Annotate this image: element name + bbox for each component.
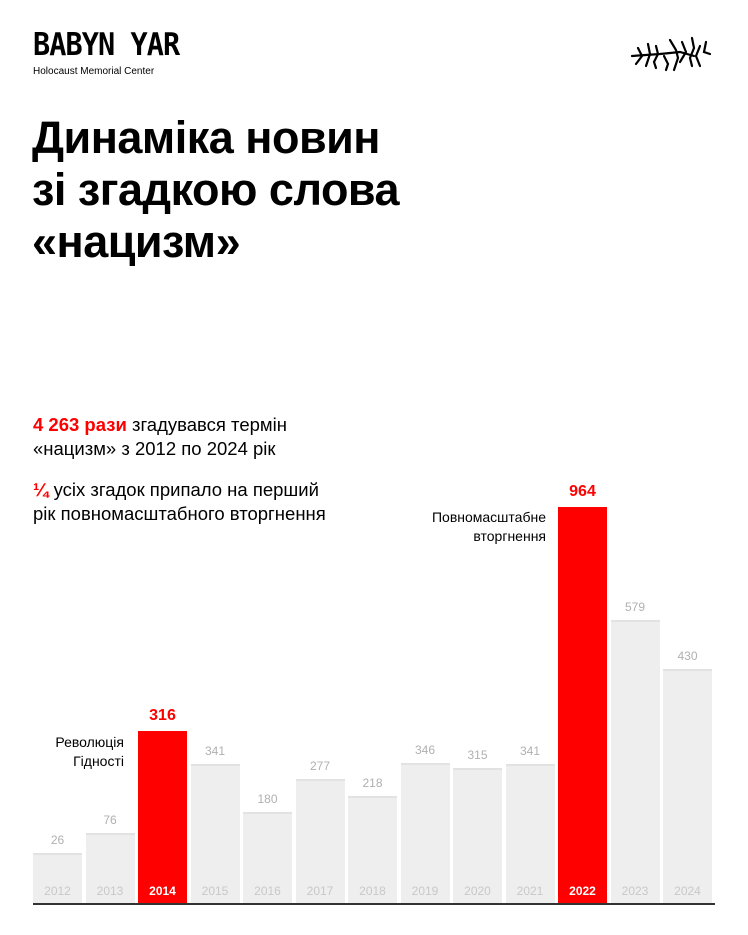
x-tick-label: 2015 — [201, 884, 229, 898]
x-tick-label: 2022 — [569, 884, 596, 898]
annotation-line: Повномасштабне — [431, 509, 546, 525]
stat-text: рік повномасштабного вторгнення — [33, 503, 326, 524]
bar-2017 — [295, 779, 345, 903]
data-label: 346 — [414, 743, 436, 757]
annotation-invasion: Повномасштабне вторгнення — [400, 508, 546, 546]
x-tick-label: 2019 — [411, 884, 439, 898]
bar-2013 — [85, 833, 135, 903]
x-tick-label: 2023 — [621, 884, 649, 898]
data-label: 430 — [677, 649, 698, 663]
title-line: Динаміка новин — [32, 112, 380, 163]
stat-total: 4 263 рази згадувався термін «нацизм» з … — [33, 413, 287, 461]
bar-2016 — [243, 812, 292, 903]
x-tick-label: 2018 — [359, 884, 386, 898]
bar-2014 — [138, 731, 187, 903]
data-label: 964 — [569, 483, 596, 500]
stat-quarter: ¼ усіх згадок припало на перший рік повн… — [33, 478, 326, 526]
data-label: 218 — [362, 776, 383, 790]
annotation-line: Гідності — [73, 753, 124, 769]
x-axis-line — [33, 903, 715, 905]
x-tick-label: 2014 — [149, 884, 176, 898]
bar-2024 — [663, 669, 712, 903]
data-label: 180 — [257, 792, 278, 806]
logo-subtitle: Holocaust Memorial Center — [33, 66, 155, 77]
stat-highlight: 4 263 рази — [33, 414, 127, 435]
data-label: 579 — [624, 600, 646, 614]
data-label: 315 — [467, 748, 488, 762]
logo: BABYN YAR — [33, 27, 180, 63]
page-title: Динаміка новин зі згадкою слова «нацизм» — [32, 112, 400, 268]
annotation-revolution: Революція Гідності — [30, 733, 124, 771]
x-tick-label: 2016 — [254, 884, 281, 898]
x-tick-label: 2024 — [674, 884, 701, 898]
bar-2018 — [348, 796, 397, 903]
stat-text: згадувався термін — [126, 414, 287, 435]
data-label: 316 — [149, 707, 176, 724]
bar-2015 — [190, 763, 240, 903]
stat-text: усіх згадок припало на перший — [48, 479, 319, 500]
stat-text: «нацизм» з 2012 по 2024 рік — [33, 438, 276, 459]
bar-2021 — [505, 763, 555, 903]
title-line: «нацизм» — [32, 216, 241, 267]
bar-2023 — [610, 620, 660, 903]
x-tick-label: 2017 — [306, 884, 334, 898]
data-label: 76 — [103, 813, 117, 827]
bar-2020 — [453, 768, 502, 903]
stat-highlight: ¼ — [33, 479, 49, 500]
data-label: 341 — [204, 743, 226, 758]
data-label: 26 — [50, 833, 65, 847]
bar-2019 — [400, 763, 450, 903]
x-tick-label: 2013 — [96, 884, 124, 898]
title-line: зі згадкою слова — [32, 164, 400, 215]
x-tick-label: 2020 — [464, 884, 491, 898]
tree-root-icon — [630, 36, 712, 72]
annotation-line: вторгнення — [473, 528, 546, 544]
bar-2022 — [558, 507, 607, 903]
bar-2012 — [33, 853, 82, 903]
x-tick-label: 2021 — [516, 884, 544, 898]
data-label: 277 — [309, 759, 331, 773]
data-label: 341 — [519, 743, 541, 758]
x-tick-label: 2012 — [44, 884, 71, 898]
annotation-line: Революція — [55, 734, 124, 750]
